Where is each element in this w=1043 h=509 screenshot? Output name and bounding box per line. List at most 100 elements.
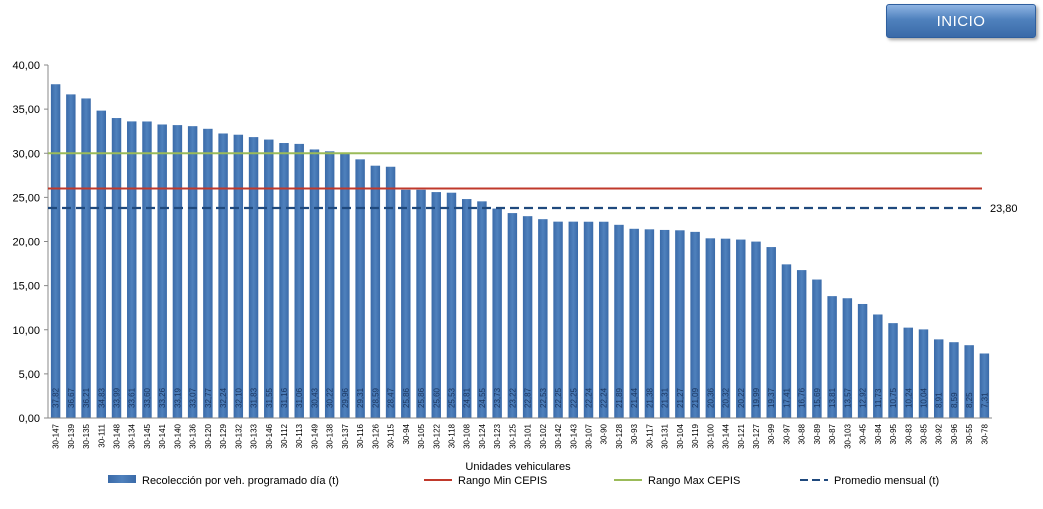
data-label: 11,73 bbox=[874, 388, 883, 408]
bar bbox=[675, 230, 685, 418]
x-tick-label: 30-97 bbox=[782, 423, 791, 444]
bar bbox=[583, 221, 594, 418]
x-tick-label: 30-104 bbox=[676, 423, 685, 448]
bar bbox=[964, 345, 974, 418]
x-tick-label: 30-146 bbox=[265, 423, 274, 448]
data-label: 32,10 bbox=[234, 387, 243, 408]
data-label: 8,25 bbox=[965, 392, 974, 408]
x-tick-label: 30-136 bbox=[189, 423, 198, 448]
data-label: 22,25 bbox=[554, 387, 563, 408]
bar bbox=[690, 231, 700, 418]
data-label: 25,53 bbox=[447, 387, 456, 408]
reference-line-label: 23,80 bbox=[990, 203, 1018, 215]
bar bbox=[279, 143, 289, 418]
bar bbox=[416, 189, 426, 418]
bar bbox=[309, 149, 320, 418]
x-tick-label: 30-133 bbox=[250, 423, 259, 448]
x-tick-label: 30-89 bbox=[813, 423, 822, 444]
bar bbox=[81, 98, 91, 418]
x-tick-label: 30-123 bbox=[493, 423, 502, 448]
x-tick-label: 30-99 bbox=[767, 423, 776, 444]
data-label: 15,69 bbox=[813, 387, 822, 408]
x-tick-label: 30-118 bbox=[447, 423, 456, 448]
x-tick-label: 30-131 bbox=[661, 423, 670, 448]
data-label: 25,60 bbox=[432, 387, 441, 408]
data-label: 23,73 bbox=[493, 387, 502, 408]
data-label: 36,67 bbox=[67, 387, 76, 408]
bar bbox=[461, 199, 472, 418]
data-label: 8,59 bbox=[950, 392, 959, 408]
bar bbox=[66, 94, 76, 418]
x-tick-label: 30-139 bbox=[67, 423, 76, 448]
x-tick-label: 30-100 bbox=[706, 423, 715, 448]
data-label: 12,92 bbox=[859, 387, 868, 408]
x-tick-label: 30-119 bbox=[691, 423, 700, 448]
bar bbox=[370, 165, 381, 418]
y-tick-label: 10,00 bbox=[12, 325, 40, 337]
bar bbox=[50, 84, 61, 419]
legend: Recolección por veh. programado día (t) R… bbox=[108, 475, 939, 487]
data-label: 22,87 bbox=[524, 387, 533, 408]
data-label: 8,91 bbox=[935, 392, 944, 408]
data-label: 10,04 bbox=[919, 387, 928, 408]
data-label: 21,38 bbox=[645, 387, 654, 408]
bar bbox=[538, 219, 548, 418]
legend-swatch bbox=[108, 475, 136, 483]
bar bbox=[522, 216, 533, 418]
data-label: 16,76 bbox=[798, 387, 807, 408]
data-label: 19,37 bbox=[767, 387, 776, 408]
data-label: 31,16 bbox=[280, 387, 289, 408]
x-tick-label: 30-134 bbox=[128, 423, 137, 448]
data-label: 21,31 bbox=[661, 387, 670, 408]
data-label: 10,75 bbox=[889, 387, 898, 408]
data-label: 28,59 bbox=[371, 387, 380, 408]
bar bbox=[949, 342, 959, 418]
bar bbox=[385, 166, 396, 418]
x-tick-label: 30-95 bbox=[889, 423, 898, 444]
data-label: 22,53 bbox=[539, 387, 548, 408]
x-tick-label: 30-116 bbox=[356, 423, 365, 448]
x-tick-label: 30-142 bbox=[554, 423, 563, 448]
data-label: 7,31 bbox=[980, 392, 989, 408]
y-tick-label: 15,00 bbox=[12, 281, 40, 293]
bar bbox=[187, 126, 198, 418]
x-tick-label: 30-137 bbox=[341, 423, 350, 448]
x-tick-label: 30-138 bbox=[326, 423, 335, 448]
x-tick-label: 30-111 bbox=[97, 423, 106, 447]
x-tick-label: 30-45 bbox=[859, 423, 868, 444]
y-tick-label: 20,00 bbox=[12, 237, 40, 249]
bar bbox=[842, 298, 853, 418]
x-tick-label: 30-90 bbox=[600, 423, 609, 444]
x-axis-title: Unidades vehiculares bbox=[465, 461, 571, 473]
data-label: 33,61 bbox=[128, 387, 137, 408]
bar bbox=[659, 229, 670, 418]
bar bbox=[644, 229, 655, 418]
data-label: 31,06 bbox=[295, 387, 304, 408]
x-axis: 30-147 30-139 30-135 30-111 30-148 30-134 30-1… bbox=[48, 417, 992, 449]
bar bbox=[340, 153, 350, 418]
x-tick-label: 30-113 bbox=[295, 423, 304, 448]
bar bbox=[111, 118, 122, 418]
x-tick-label: 30-108 bbox=[463, 423, 472, 448]
data-label: 36,21 bbox=[82, 387, 91, 408]
x-tick-label: 30-149 bbox=[310, 423, 319, 448]
inicio-button[interactable]: INICIO bbox=[886, 4, 1036, 38]
data-label: 32,77 bbox=[204, 387, 213, 408]
data-label: 24,55 bbox=[478, 387, 487, 408]
data-label: 22,24 bbox=[585, 387, 594, 408]
bar bbox=[431, 192, 441, 418]
x-tick-label: 30-78 bbox=[980, 423, 989, 444]
y-tick-label: 25,00 bbox=[12, 192, 40, 204]
bar bbox=[248, 137, 259, 418]
data-label: 21,27 bbox=[676, 387, 685, 408]
x-tick-label: 30-140 bbox=[173, 423, 182, 448]
data-label: 31,83 bbox=[250, 387, 259, 408]
x-tick-label: 30-101 bbox=[524, 423, 533, 448]
data-label: 30,43 bbox=[310, 387, 319, 408]
x-tick-label: 30-120 bbox=[204, 423, 213, 448]
bar-labels: 37,82 36,67 36,21 34,83 33,99 33,61 33,60 33,26… bbox=[52, 387, 990, 408]
bar bbox=[599, 221, 609, 418]
data-label: 17,41 bbox=[782, 387, 791, 408]
x-tick-label: 30-132 bbox=[234, 423, 243, 448]
bar bbox=[812, 279, 822, 418]
